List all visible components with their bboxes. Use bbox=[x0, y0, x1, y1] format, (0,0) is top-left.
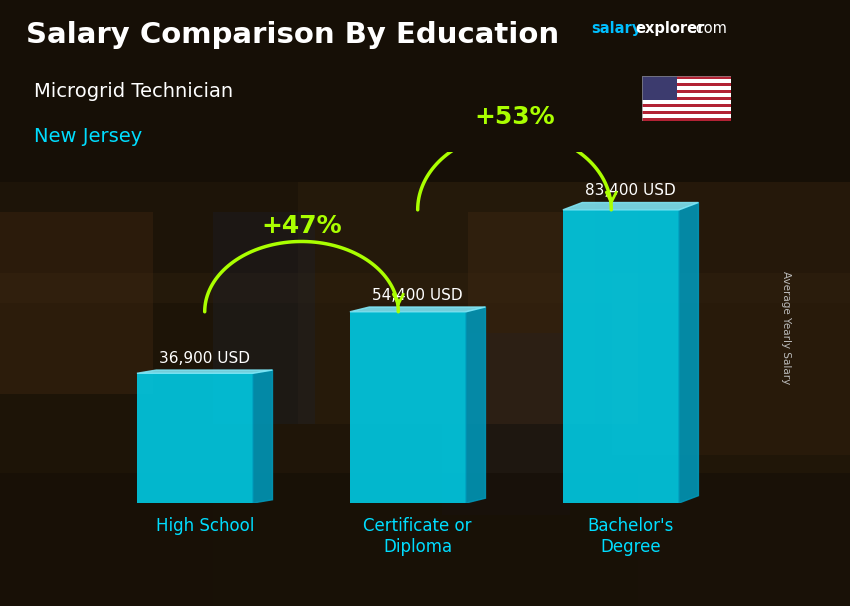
Bar bbox=[642, 83, 731, 86]
Bar bbox=[0, 0, 850, 182]
Bar bbox=[0, 0, 850, 273]
Bar bbox=[642, 114, 731, 118]
Text: Bachelor's
Degree: Bachelor's Degree bbox=[587, 517, 674, 556]
Bar bbox=[442, 333, 570, 515]
Bar bbox=[0, 212, 153, 394]
Bar bbox=[468, 212, 638, 424]
Bar bbox=[642, 111, 731, 114]
Bar bbox=[642, 107, 731, 111]
Text: 83,400 USD: 83,400 USD bbox=[586, 183, 676, 198]
Polygon shape bbox=[137, 370, 273, 373]
Text: New Jersey: New Jersey bbox=[34, 127, 142, 146]
Bar bbox=[642, 93, 731, 97]
Bar bbox=[350, 311, 466, 503]
Text: 36,900 USD: 36,900 USD bbox=[159, 351, 250, 366]
Bar bbox=[642, 86, 731, 90]
Bar bbox=[642, 118, 731, 121]
Bar bbox=[642, 97, 731, 100]
Bar bbox=[642, 76, 677, 100]
Bar bbox=[137, 373, 253, 503]
Text: Salary Comparison By Education: Salary Comparison By Education bbox=[26, 21, 558, 49]
Text: +53%: +53% bbox=[474, 105, 555, 129]
Text: salary: salary bbox=[591, 21, 641, 36]
Text: 54,400 USD: 54,400 USD bbox=[372, 288, 463, 303]
Bar bbox=[563, 210, 679, 503]
Bar bbox=[642, 104, 731, 107]
Bar bbox=[298, 182, 595, 424]
Text: Certificate or
Diploma: Certificate or Diploma bbox=[364, 517, 472, 556]
Bar bbox=[612, 182, 850, 454]
Polygon shape bbox=[253, 370, 273, 503]
Bar bbox=[642, 100, 731, 104]
Bar bbox=[0, 303, 212, 606]
Polygon shape bbox=[563, 202, 699, 210]
Text: Average Yearly Salary: Average Yearly Salary bbox=[781, 271, 791, 384]
Bar bbox=[642, 90, 731, 93]
Bar bbox=[642, 76, 731, 79]
Text: Microgrid Technician: Microgrid Technician bbox=[34, 82, 233, 101]
Text: explorer: explorer bbox=[636, 21, 705, 36]
Bar bbox=[638, 303, 850, 606]
Text: .com: .com bbox=[691, 21, 727, 36]
Polygon shape bbox=[350, 307, 485, 311]
Bar bbox=[212, 212, 314, 424]
Text: +47%: +47% bbox=[261, 214, 342, 238]
Bar bbox=[0, 473, 850, 606]
Bar bbox=[0, 303, 850, 606]
Polygon shape bbox=[466, 307, 485, 503]
Text: High School: High School bbox=[156, 517, 254, 535]
Polygon shape bbox=[679, 202, 699, 503]
Bar bbox=[642, 79, 731, 83]
